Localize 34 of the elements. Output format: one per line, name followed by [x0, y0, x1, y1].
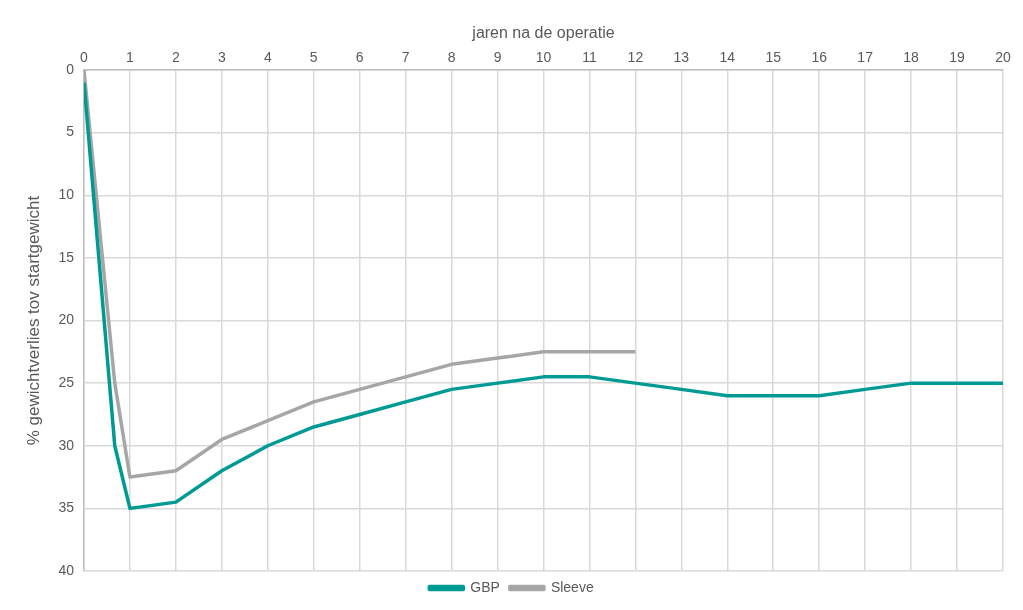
- x-tick-label: 10: [535, 49, 552, 66]
- x-tick-label: 19: [949, 49, 966, 66]
- y-tick-label: 15: [58, 248, 75, 265]
- x-tick-label: 14: [719, 49, 736, 66]
- x-tick-label: 0: [80, 49, 89, 66]
- y-tick-label: 35: [58, 499, 75, 516]
- x-tick-label: 18: [903, 49, 920, 66]
- y-tick-label: 5: [66, 123, 75, 140]
- x-tick-label: 15: [765, 49, 782, 66]
- x-tick-label: 1: [126, 49, 135, 66]
- x-tick-label: 3: [217, 49, 226, 66]
- legend-label: GBP: [470, 578, 500, 595]
- y-tick-label: 10: [58, 186, 75, 203]
- y-tick-label: 20: [58, 311, 75, 328]
- legend-label: Sleeve: [550, 578, 594, 595]
- y-axis-title: % gewichtverlies tov startgewicht: [23, 195, 43, 446]
- x-tick-label: 5: [309, 49, 318, 66]
- x-tick-label: 9: [493, 49, 502, 66]
- x-tick-label: 17: [857, 49, 874, 66]
- x-tick-label: 13: [673, 49, 690, 66]
- x-tick-label: 11: [582, 49, 597, 66]
- y-tick-label: 40: [58, 561, 75, 578]
- y-tick-label: 30: [58, 436, 75, 453]
- x-tick-label: 6: [355, 49, 364, 66]
- x-tick-label: 4: [263, 49, 272, 66]
- x-tick-label: 16: [811, 49, 828, 66]
- x-tick-label: 12: [627, 49, 644, 66]
- y-tick-label: 25: [58, 373, 75, 390]
- y-tick-label: 0: [66, 60, 75, 77]
- x-tick-label: 2: [171, 49, 180, 66]
- x-tick-label: 20: [995, 49, 1011, 66]
- x-tick-label: 8: [447, 49, 456, 66]
- x-axis-title: jaren na de operatie: [471, 24, 615, 42]
- x-tick-label: 7: [401, 49, 410, 66]
